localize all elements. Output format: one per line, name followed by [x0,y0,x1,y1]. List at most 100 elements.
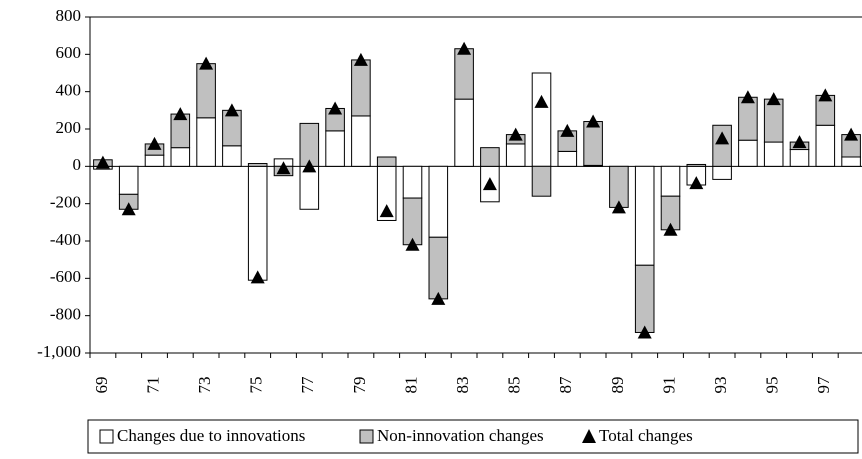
x-tick-label: 85 [505,377,524,394]
bar [402,165,423,199]
bar [351,59,371,117]
y-tick-label: 200 [56,118,82,137]
total-marker [689,176,704,190]
x-tick-label: 77 [298,376,317,394]
bar [789,149,810,167]
total-marker [766,92,781,106]
bar [583,121,603,166]
total-marker [844,127,859,141]
x-tick-label: 81 [401,377,420,394]
bar [815,124,836,167]
bar [763,98,784,143]
y-tick-label: 800 [56,6,82,25]
total-marker [353,52,368,66]
total-marker [482,177,497,191]
total-marker [147,136,162,150]
total-marker [250,270,265,284]
bar [841,156,861,167]
total-marker [818,88,833,102]
x-tick-label: 79 [350,377,369,394]
total-marker [121,202,136,216]
x-tick-label: 73 [195,377,214,394]
total-marker [792,135,807,149]
total-marker [302,159,317,173]
total-marker [405,237,420,251]
legend-label: Changes due to innovations [117,426,305,445]
total-marker [508,127,523,141]
total-marker [431,291,446,305]
bar [325,130,345,167]
bar [428,165,449,238]
bar [738,96,758,141]
bar [428,236,449,300]
bar [299,165,320,210]
legend-box [87,419,859,454]
x-tick-label: 69 [92,377,111,394]
bar [660,165,681,197]
total-marker [586,114,601,128]
bar [170,147,191,167]
x-tick-label: 75 [247,377,266,394]
bar [557,150,578,167]
bar [351,115,371,167]
total-marker [457,41,472,55]
total-marker [224,103,239,117]
bar [738,139,758,167]
bar [247,163,268,167]
total-marker [173,107,188,121]
bar [686,163,707,167]
legend-swatch [582,429,596,443]
x-tick-label: 87 [556,376,575,394]
x-tick-label: 83 [453,377,472,394]
total-marker [199,56,214,70]
legend-swatch [99,429,114,444]
bar [634,165,655,266]
bar [531,165,552,197]
bar [763,141,784,167]
bar [222,145,242,167]
x-tick-label: 91 [659,377,678,394]
bar [118,165,139,195]
total-marker [663,222,678,236]
total-marker [276,161,291,175]
y-tick-label: -1,000 [37,342,81,361]
bar [480,147,500,167]
x-tick-label: 71 [143,377,162,394]
total-marker [740,90,755,104]
y-tick-label: -400 [50,230,81,249]
x-tick-label: 93 [711,377,730,394]
bar [247,165,268,281]
x-tick-label: 89 [608,377,627,394]
total-marker [379,204,394,218]
bar [376,156,397,167]
bar [634,264,655,333]
total-marker [560,123,575,137]
total-marker [715,131,730,145]
total-marker [95,155,110,169]
bar [454,48,474,100]
total-marker [328,101,343,115]
bar [712,124,732,167]
bar [196,117,216,167]
x-tick-label: 95 [763,377,782,394]
total-marker [637,325,652,339]
legend-swatch [359,429,374,444]
bar [196,63,216,119]
y-tick-label: -200 [50,193,81,212]
y-tick-label: 400 [56,81,82,100]
y-tick-label: 600 [56,43,82,62]
bar [712,165,732,180]
legend-label: Non-innovation changes [377,426,544,445]
legend-label: Total changes [599,426,693,445]
bar [531,72,552,167]
bar [144,154,165,167]
total-marker [611,200,626,214]
bar [454,98,474,167]
x-tick-label: 97 [814,376,833,394]
y-tick-label: 0 [73,155,82,174]
bar [505,143,526,167]
y-tick-label: -800 [50,305,81,324]
total-marker [534,94,549,108]
y-tick-label: -600 [50,267,81,286]
